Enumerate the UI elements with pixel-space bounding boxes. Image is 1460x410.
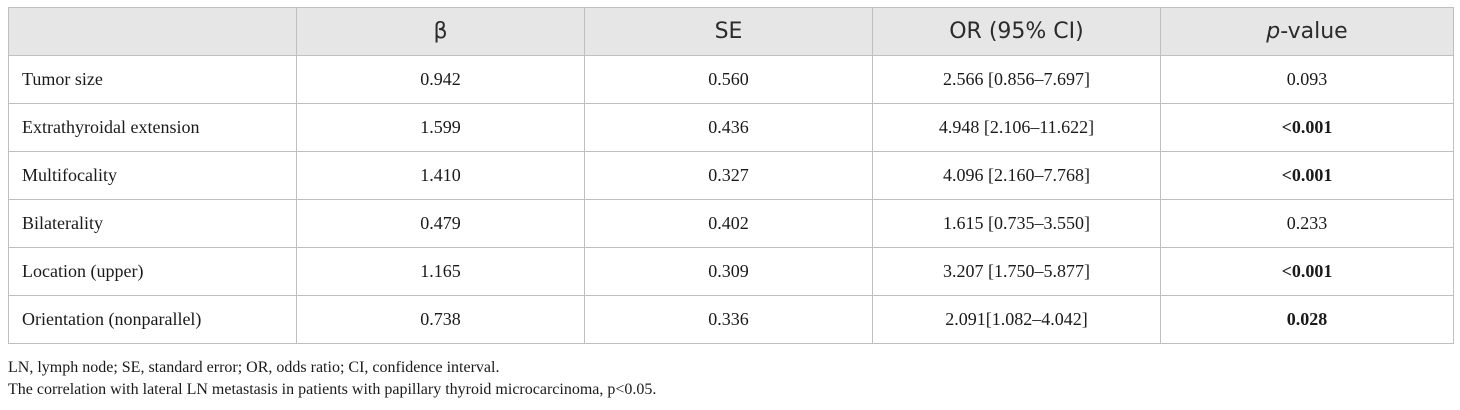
header-p-italic: p	[1266, 19, 1281, 44]
se-cell: 0.336	[584, 295, 873, 344]
header-blank	[8, 7, 297, 56]
header-beta: β	[296, 7, 585, 56]
results-table-container: β SE OR (95% CI) p-value Tumor size 0.94…	[8, 7, 1454, 344]
table-row: Location (upper) 1.165 0.309 3.207 [1.75…	[8, 247, 1454, 296]
or-cell: 2.091[1.082–4.042]	[872, 295, 1161, 344]
row-label: Bilaterality	[8, 199, 297, 248]
regression-table: β SE OR (95% CI) p-value Tumor size 0.94…	[8, 7, 1454, 344]
row-label: Orientation (nonparallel)	[8, 295, 297, 344]
row-label: Multifocality	[8, 151, 297, 200]
se-cell: 0.436	[584, 103, 873, 152]
p-value-cell: <0.001	[1160, 103, 1454, 152]
header-or: OR (95% CI)	[872, 7, 1161, 56]
p-value-cell: 0.233	[1160, 199, 1454, 248]
row-label: Tumor size	[8, 55, 297, 104]
beta-cell: 0.942	[296, 55, 585, 104]
p-value-cell: <0.001	[1160, 151, 1454, 200]
significance-note: The correlation with lateral LN metastas…	[8, 381, 657, 398]
or-cell: 4.096 [2.160–7.768]	[872, 151, 1161, 200]
p-value-cell: 0.028	[1160, 295, 1454, 344]
beta-cell: 1.599	[296, 103, 585, 152]
se-cell: 0.327	[584, 151, 873, 200]
or-cell: 2.566 [0.856–7.697]	[872, 55, 1161, 104]
abbreviations-note: LN, lymph node; SE, standard error; OR, …	[8, 359, 500, 376]
table-row: Multifocality 1.410 0.327 4.096 [2.160–7…	[8, 151, 1454, 200]
beta-cell: 1.410	[296, 151, 585, 200]
p-value-cell: <0.001	[1160, 247, 1454, 296]
beta-cell: 1.165	[296, 247, 585, 296]
header-se: SE	[584, 7, 873, 56]
p-value-cell: 0.093	[1160, 55, 1454, 104]
se-cell: 0.402	[584, 199, 873, 248]
table-row: Bilaterality 0.479 0.402 1.615 [0.735–3.…	[8, 199, 1454, 248]
or-cell: 1.615 [0.735–3.550]	[872, 199, 1161, 248]
table-footnotes: LN, lymph node; SE, standard error; OR, …	[8, 357, 656, 401]
or-cell: 3.207 [1.750–5.877]	[872, 247, 1161, 296]
header-row: β SE OR (95% CI) p-value	[8, 7, 1454, 56]
beta-cell: 0.738	[296, 295, 585, 344]
row-label: Extrathyroidal extension	[8, 103, 297, 152]
se-cell: 0.560	[584, 55, 873, 104]
table-row: Tumor size 0.942 0.560 2.566 [0.856–7.69…	[8, 55, 1454, 104]
beta-cell: 0.479	[296, 199, 585, 248]
row-label: Location (upper)	[8, 247, 297, 296]
se-cell: 0.309	[584, 247, 873, 296]
header-p-rest: -value	[1280, 19, 1348, 44]
table-row: Orientation (nonparallel) 0.738 0.336 2.…	[8, 295, 1454, 344]
or-cell: 4.948 [2.106–11.622]	[872, 103, 1161, 152]
table-row: Extrathyroidal extension 1.599 0.436 4.9…	[8, 103, 1454, 152]
header-p-value: p-value	[1160, 7, 1454, 56]
